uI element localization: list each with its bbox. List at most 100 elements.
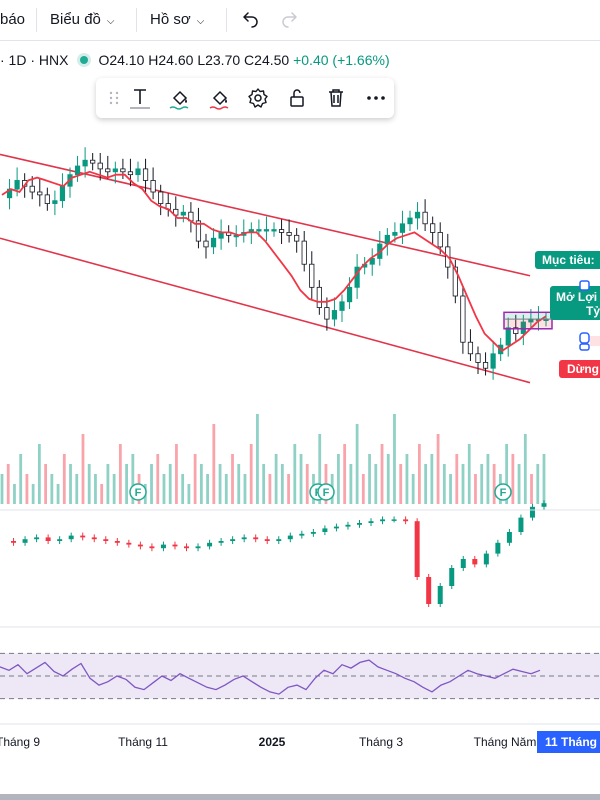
chevron-down-icon: ⌵ bbox=[196, 16, 205, 27]
volume-bar bbox=[399, 464, 403, 504]
line-color-icon[interactable] bbox=[208, 86, 232, 110]
volume-bar bbox=[44, 464, 48, 504]
settings-gear-icon[interactable] bbox=[246, 86, 270, 110]
more-icon[interactable] bbox=[364, 86, 388, 110]
candle-body bbox=[399, 223, 406, 233]
bottom-scrollbar[interactable] bbox=[0, 794, 600, 800]
change-value: +0.40 (+1.66%) bbox=[293, 52, 390, 68]
stop-label: Dừng: bbox=[559, 360, 600, 378]
oscillator-body bbox=[80, 535, 86, 538]
candle-body bbox=[29, 185, 35, 193]
volume-bar bbox=[193, 454, 197, 504]
volume-bar bbox=[162, 474, 166, 504]
volume-bar bbox=[256, 414, 259, 504]
candle-body bbox=[505, 327, 511, 346]
volume-bar bbox=[299, 454, 303, 504]
redo-icon[interactable] bbox=[280, 10, 300, 30]
volume-bar bbox=[424, 464, 428, 504]
oscillator-body bbox=[91, 537, 97, 540]
volume-bar bbox=[87, 464, 91, 504]
volume-bar bbox=[6, 464, 10, 504]
candle-body bbox=[150, 180, 156, 193]
oscillator-body bbox=[380, 519, 386, 522]
candle-body bbox=[142, 168, 149, 181]
report-menu-partial[interactable]: báo bbox=[0, 11, 26, 28]
candle-body bbox=[331, 310, 338, 320]
candle-body bbox=[460, 295, 466, 343]
volume-bar bbox=[0, 474, 4, 504]
moving-average-path bbox=[1, 170, 547, 353]
candle-body bbox=[513, 327, 519, 334]
oscillator-body bbox=[218, 541, 224, 543]
time-axis-label: Tháng Năm bbox=[474, 735, 537, 749]
volume-bar bbox=[467, 444, 471, 504]
channel-upper-line bbox=[0, 153, 531, 277]
volume-bar bbox=[418, 444, 421, 504]
volume-bar bbox=[411, 474, 415, 504]
oscillator-body bbox=[184, 546, 190, 549]
rsi-pane bbox=[0, 652, 600, 700]
candle-body bbox=[135, 168, 141, 176]
candle-body bbox=[369, 258, 375, 265]
candle-body bbox=[37, 191, 43, 196]
candle-body bbox=[97, 162, 103, 170]
oscillator-body bbox=[483, 553, 489, 565]
chart-menu-label: Biểu đồ bbox=[50, 11, 101, 28]
open-pl-label-bg bbox=[550, 286, 600, 320]
volume-bar bbox=[492, 464, 496, 504]
volume-bar bbox=[536, 464, 540, 504]
undo-icon[interactable] bbox=[240, 10, 260, 30]
lock-icon[interactable] bbox=[285, 86, 309, 110]
candle-body bbox=[309, 263, 315, 288]
candle-body bbox=[520, 321, 526, 334]
volume-bar bbox=[131, 454, 135, 504]
profile-menu[interactable]: Hồ sơ ⌵ bbox=[150, 0, 204, 40]
volume-bar bbox=[511, 454, 515, 504]
volume-bar bbox=[436, 434, 440, 504]
volume-bar bbox=[199, 464, 203, 504]
candle-body bbox=[203, 240, 209, 248]
event-marker: F bbox=[129, 483, 147, 501]
volume-bar bbox=[455, 454, 459, 504]
candle-body bbox=[14, 180, 20, 190]
candle-body bbox=[286, 232, 292, 236]
oscillator-body bbox=[322, 528, 328, 532]
top-toolbar: báo Biểu đồ ⌵ Hồ sơ ⌵ bbox=[0, 0, 600, 41]
candle-body bbox=[158, 191, 164, 204]
volume-bar bbox=[100, 484, 104, 504]
oscillator-body bbox=[310, 532, 316, 534]
oscillator-body bbox=[356, 523, 362, 525]
volume-bar bbox=[31, 484, 35, 504]
text-icon[interactable] bbox=[128, 86, 152, 110]
parallel-channel[interactable] bbox=[0, 153, 531, 384]
volume-bar bbox=[374, 464, 378, 504]
volume-bar bbox=[106, 464, 110, 504]
volume-bar bbox=[13, 484, 16, 504]
fill-color-icon[interactable] bbox=[168, 86, 192, 110]
candle-body bbox=[452, 266, 458, 297]
oscillator-body bbox=[195, 546, 201, 549]
oscillator-body bbox=[57, 539, 63, 541]
volume-bar bbox=[274, 454, 278, 504]
drag-handle-icon[interactable] bbox=[102, 86, 126, 110]
symbol-interval-exchange[interactable]: · 1D · HNX bbox=[0, 52, 69, 68]
macd-pane bbox=[11, 500, 547, 607]
volume-bar bbox=[181, 474, 185, 504]
candle-body bbox=[105, 168, 111, 173]
volume-bar bbox=[206, 474, 209, 504]
volume-bar bbox=[517, 464, 521, 504]
market-status-icon bbox=[80, 56, 89, 64]
candle-body bbox=[430, 223, 436, 233]
chart-menu[interactable]: Biểu đồ ⌵ bbox=[50, 0, 114, 40]
candle-body bbox=[52, 200, 58, 204]
stop-label-text: Dừng: bbox=[567, 362, 600, 376]
loss-zone-edge bbox=[590, 336, 600, 346]
candle-body bbox=[90, 159, 96, 164]
time-axis-highlight-label: 11 Tháng bbox=[545, 735, 597, 749]
toolbar-divider bbox=[36, 8, 37, 32]
event-marker-text: F bbox=[323, 487, 330, 499]
delete-trash-icon[interactable] bbox=[324, 86, 348, 110]
chevron-down-icon: ⌵ bbox=[106, 16, 115, 27]
